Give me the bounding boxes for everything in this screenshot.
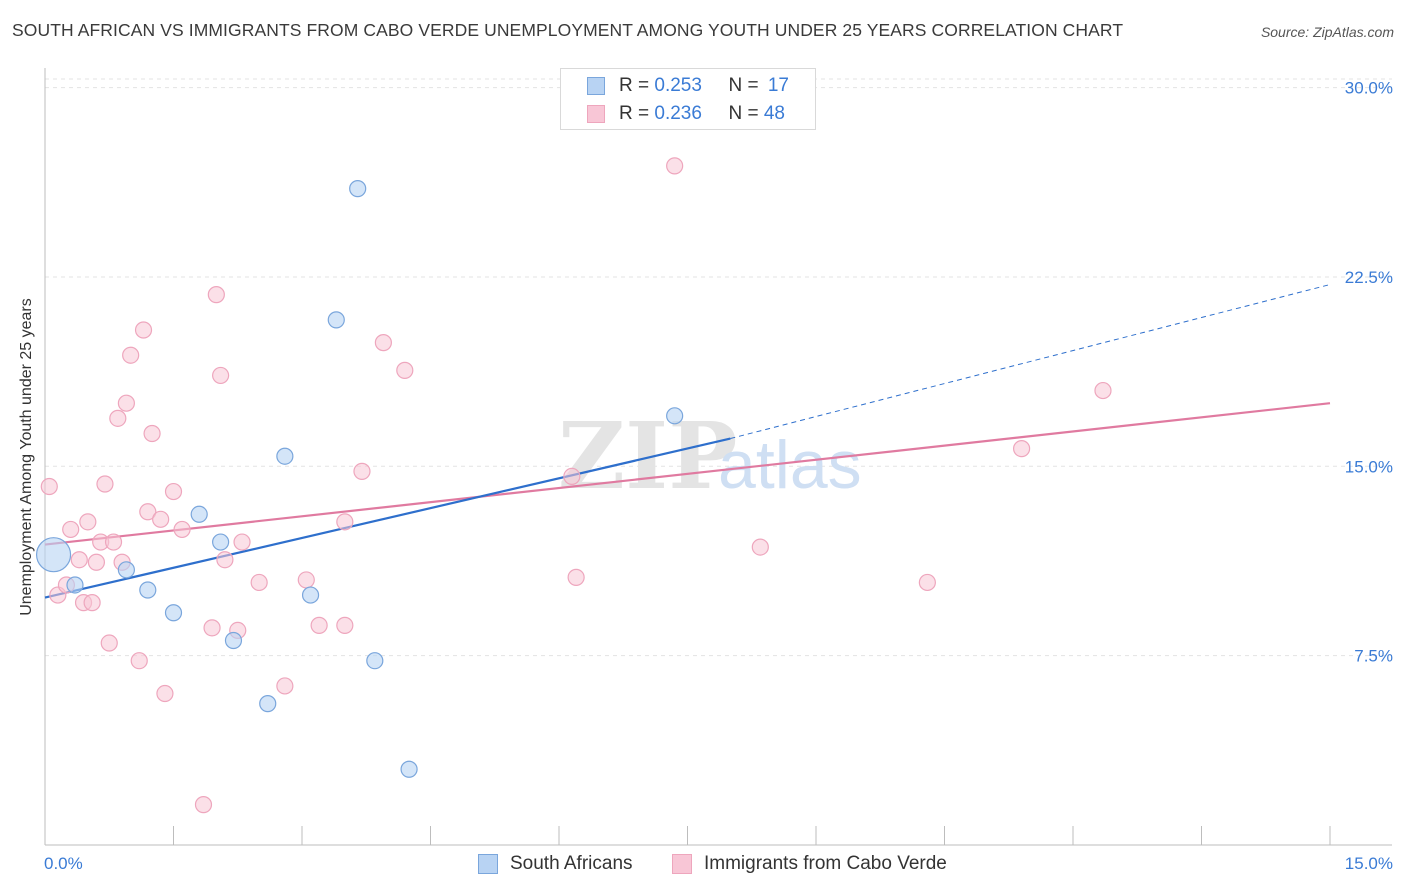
axes xyxy=(44,68,1392,846)
point-cabo-verde xyxy=(233,533,251,551)
point-cabo-verde xyxy=(336,513,354,531)
point-cabo-verde xyxy=(918,573,936,592)
legend-n-value: 48 xyxy=(763,103,785,124)
tick-labels: 7.5% 15.0% 22.5% 30.0% 0.0% 15.0% xyxy=(44,79,1393,873)
point-cabo-verde xyxy=(666,157,684,175)
point-cabo-verde xyxy=(164,482,183,501)
legend-r-label: R = xyxy=(619,75,655,96)
point-cabo-verde xyxy=(104,533,123,551)
legend-r-label: R = xyxy=(619,103,655,124)
source-label: Source: ZipAtlas.com xyxy=(1260,24,1394,40)
point-cabo-verde xyxy=(122,346,140,364)
chart-title: SOUTH AFRICAN VS IMMIGRANTS FROM CABO VE… xyxy=(12,20,1124,40)
point-south-africans xyxy=(276,447,294,465)
point-cabo-verde xyxy=(212,366,230,385)
legend-swatch-blue xyxy=(587,77,605,95)
point-cabo-verde xyxy=(109,409,127,427)
point-cabo-verde xyxy=(207,286,225,304)
y-axis-label: Unemployment Among Youth under 25 years xyxy=(18,298,35,616)
point-cabo-verde xyxy=(563,467,581,486)
point-south-africans xyxy=(301,586,320,604)
point-south-africans xyxy=(35,537,72,573)
trend-lines xyxy=(44,284,1331,599)
point-south-africans xyxy=(190,505,208,523)
legend-swatch-pink xyxy=(587,105,605,123)
y-tick-label: 30.0% xyxy=(1345,79,1393,98)
point-south-africans xyxy=(666,407,684,425)
legend-r-value: 0.253 xyxy=(654,75,702,96)
point-cabo-verde xyxy=(567,568,585,586)
point-cabo-verde xyxy=(250,573,268,592)
bottom-legend-south-africans: South Africans xyxy=(478,851,633,877)
point-south-africans xyxy=(224,631,243,650)
data-points xyxy=(35,157,1112,814)
point-cabo-verde xyxy=(40,477,58,496)
x-tick-label: 15.0% xyxy=(1345,854,1393,873)
point-cabo-verde xyxy=(96,475,114,493)
point-cabo-verde xyxy=(297,571,315,589)
point-cabo-verde xyxy=(203,619,221,637)
point-cabo-verde xyxy=(374,334,392,352)
bottom-legend-cabo-verde: Immigrants from Cabo Verde xyxy=(672,851,947,877)
gridlines xyxy=(45,78,1392,657)
trend-line-south-africans xyxy=(44,437,731,599)
legend-r-value: 0.236 xyxy=(654,103,702,124)
bottom-legend-label-pink: Immigrants from Cabo Verde xyxy=(704,853,947,874)
point-cabo-verde xyxy=(117,394,135,412)
legend-n-label: N = xyxy=(728,75,764,96)
point-cabo-verde xyxy=(276,677,294,695)
point-cabo-verde xyxy=(79,513,97,531)
y-tick-label: 22.5% xyxy=(1345,268,1393,287)
point-south-africans xyxy=(164,604,183,622)
point-cabo-verde xyxy=(87,553,106,571)
point-cabo-verde xyxy=(173,520,191,539)
point-south-africans xyxy=(212,533,230,551)
bottom-legend-swatch-pink xyxy=(672,854,692,874)
bottom-legend-swatch-blue xyxy=(478,854,498,874)
point-cabo-verde xyxy=(1094,381,1112,400)
point-cabo-verde xyxy=(353,462,371,480)
point-cabo-verde xyxy=(751,538,769,556)
legend-n-label: N = xyxy=(728,103,764,124)
legend-n-value: 17 xyxy=(767,75,789,96)
point-cabo-verde xyxy=(62,520,80,539)
y-tick-label: 7.5% xyxy=(1354,647,1393,666)
point-cabo-verde xyxy=(396,361,414,379)
point-cabo-verde xyxy=(130,652,148,670)
point-south-africans xyxy=(117,561,135,579)
watermark-atlas: atlas xyxy=(718,427,862,503)
point-south-africans xyxy=(66,576,84,594)
point-south-africans xyxy=(259,695,277,713)
point-cabo-verde xyxy=(194,796,213,814)
point-cabo-verde xyxy=(156,684,174,703)
point-cabo-verde xyxy=(152,510,170,528)
point-cabo-verde xyxy=(216,551,234,569)
watermark-zip: ZIP xyxy=(558,402,737,510)
point-south-africans xyxy=(400,760,418,778)
point-cabo-verde xyxy=(143,424,161,443)
point-cabo-verde xyxy=(310,616,328,634)
point-cabo-verde xyxy=(139,503,157,521)
point-south-africans xyxy=(366,652,384,670)
correlation-legend: R = 0.253 N = 17 R = 0.236 N = 48 xyxy=(560,68,816,130)
point-south-africans xyxy=(349,180,367,198)
x-tick-label: 0.0% xyxy=(44,854,83,873)
point-south-africans xyxy=(139,581,157,599)
y-tick-label: 15.0% xyxy=(1345,457,1393,476)
point-cabo-verde xyxy=(336,616,354,634)
point-cabo-verde xyxy=(70,551,88,569)
point-cabo-verde xyxy=(100,634,118,652)
point-south-africans xyxy=(327,311,345,329)
trend-extension-south-africans xyxy=(730,284,1331,440)
point-cabo-verde xyxy=(1012,440,1031,458)
trend-line-cabo-verde xyxy=(44,402,1331,546)
watermark: ZIP atlas xyxy=(558,402,862,510)
point-cabo-verde xyxy=(134,321,153,339)
bottom-legend-label-blue: South Africans xyxy=(510,853,633,874)
point-cabo-verde xyxy=(83,594,101,612)
